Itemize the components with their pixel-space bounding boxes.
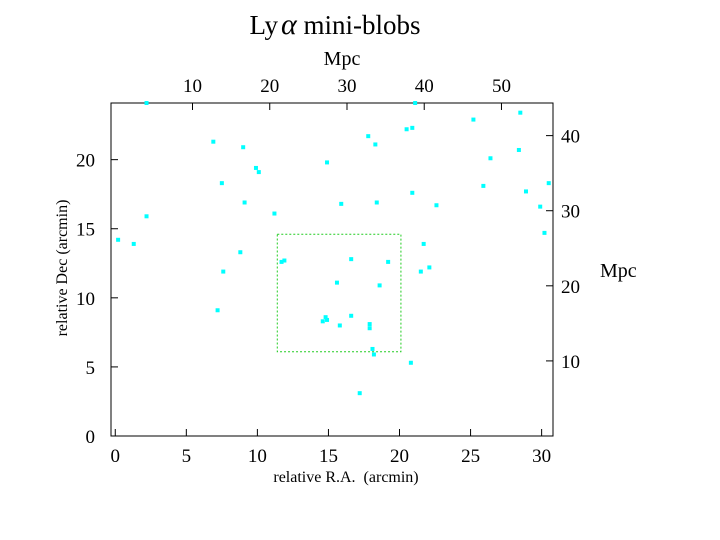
- top-tick-label: 50: [492, 76, 511, 97]
- x-axis-label: relative R.A. (arcmin): [273, 469, 418, 486]
- top-tick-label: 40: [415, 76, 434, 97]
- data-point: [242, 200, 247, 205]
- data-point: [116, 237, 121, 242]
- plot-frame: [110, 102, 554, 437]
- top-tick-label: 30: [337, 76, 356, 97]
- data-point: [357, 391, 362, 396]
- data-point: [211, 139, 216, 144]
- data-point: [339, 201, 344, 206]
- data-point: [481, 183, 486, 188]
- data-point: [349, 313, 354, 318]
- data-point: [366, 134, 371, 139]
- chart-title: Ly α mini-blobs: [249, 8, 420, 41]
- top-tick-label: 20: [260, 76, 279, 97]
- top-axis-label: Mpc: [324, 48, 361, 70]
- y-tick-label: 20: [76, 151, 95, 172]
- data-point: [542, 230, 547, 235]
- x-tick-label: 20: [390, 446, 409, 467]
- data-point: [413, 101, 418, 105]
- data-point: [518, 110, 523, 115]
- data-point: [523, 189, 528, 194]
- data-point: [404, 127, 409, 132]
- data-point: [386, 259, 391, 264]
- data-point: [370, 346, 375, 351]
- x-tick-label: 15: [319, 446, 338, 467]
- data-point: [421, 241, 426, 246]
- x-tick-label: 10: [248, 446, 267, 467]
- data-point: [410, 190, 415, 195]
- chart-title-greek: α: [281, 8, 298, 41]
- data-point: [272, 211, 277, 216]
- region-rectangle: [276, 233, 402, 353]
- y-tick-label: 10: [76, 289, 95, 310]
- top-tick-label: 10: [183, 76, 202, 97]
- data-point: [256, 170, 261, 175]
- data-point: [253, 165, 258, 170]
- data-point: [367, 322, 372, 327]
- chart-title-suffix: mini-blobs: [297, 10, 421, 40]
- y-tick-label: 15: [76, 220, 95, 241]
- data-point: [418, 269, 423, 274]
- data-point: [282, 258, 287, 263]
- data-point: [427, 265, 432, 270]
- x-tick-label: 5: [182, 446, 192, 467]
- data-point: [219, 181, 224, 186]
- y-tick-label: 0: [86, 427, 96, 448]
- right-tick-label: 10: [561, 352, 580, 373]
- data-point: [144, 101, 149, 105]
- data-point: [334, 280, 339, 285]
- data-point: [323, 315, 328, 320]
- data-point: [325, 160, 330, 165]
- selected-region: [276, 233, 402, 353]
- data-point: [408, 360, 413, 365]
- data-point: [377, 283, 382, 288]
- data-point: [215, 308, 220, 313]
- y-tick-label: 5: [86, 358, 96, 379]
- x-tick-label: 0: [111, 446, 121, 467]
- y-axis-label: relative Dec (arcmin): [54, 200, 71, 337]
- data-point: [371, 352, 376, 357]
- data-point: [337, 323, 342, 328]
- data-point: [241, 145, 246, 150]
- data-point: [410, 125, 415, 130]
- data-point: [373, 142, 378, 147]
- data-point: [320, 319, 325, 324]
- data-point: [374, 200, 379, 205]
- right-axis-label: Mpc: [600, 260, 637, 282]
- data-point: [221, 269, 226, 274]
- right-tick-label: 30: [561, 202, 580, 223]
- data-point: [546, 181, 551, 186]
- x-tick-label: 25: [461, 446, 480, 467]
- data-point: [349, 257, 354, 262]
- data-point: [471, 117, 476, 122]
- axis-ticks: 0 5 10 15 20 25 30 0 5 10 15 20 10 20 30 40 50 10 20 30 40: [76, 76, 580, 467]
- plot-border: [110, 102, 554, 437]
- chart-title-prefix: Ly: [249, 10, 278, 40]
- data-point: [488, 156, 493, 161]
- data-point: [131, 241, 136, 246]
- data-point: [516, 147, 521, 152]
- data-point: [367, 326, 372, 331]
- right-tick-label: 20: [561, 277, 580, 298]
- data-point: [238, 250, 243, 255]
- data-point: [325, 317, 330, 322]
- data-points: [116, 101, 551, 396]
- data-point: [279, 259, 284, 264]
- data-point: [538, 204, 543, 209]
- x-tick-label: 30: [532, 446, 551, 467]
- data-point: [144, 214, 149, 219]
- data-point: [434, 203, 439, 208]
- right-tick-label: 40: [561, 127, 580, 148]
